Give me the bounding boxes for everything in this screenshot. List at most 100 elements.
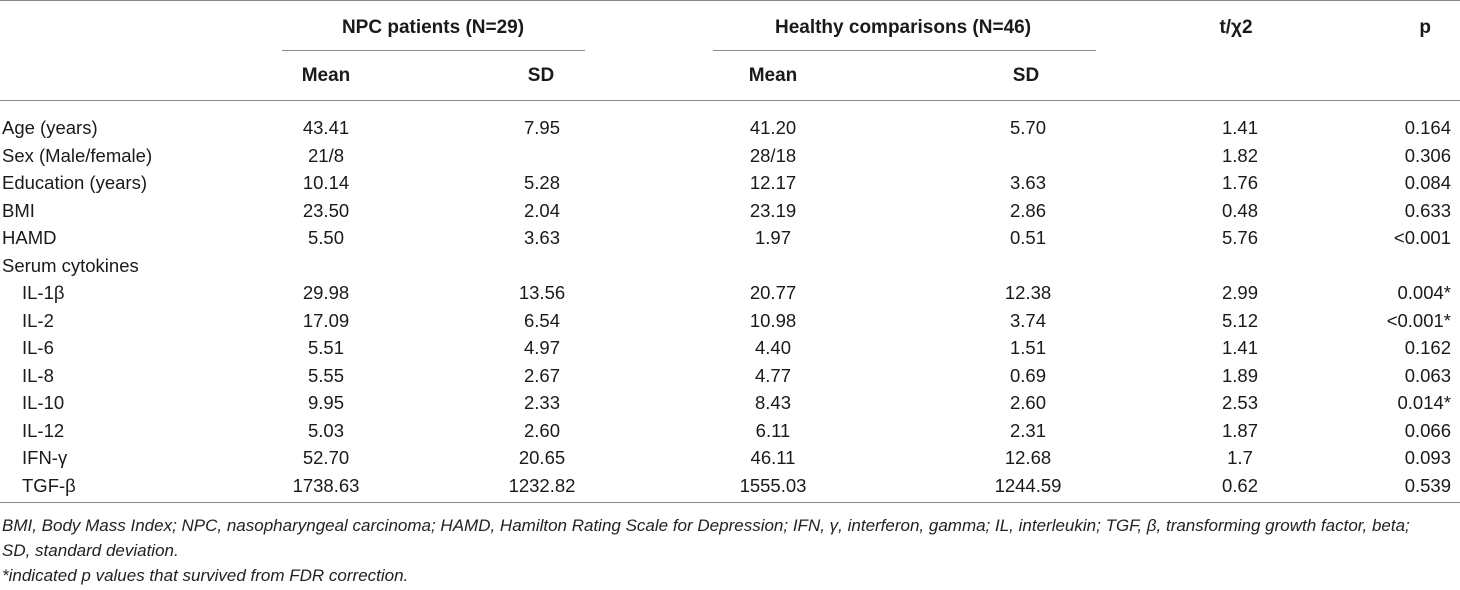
- npc-mean-cell: 1738.63: [292, 474, 360, 496]
- npc-sd-cell: 2.60: [523, 419, 561, 441]
- p-value-cell: 0.084: [1404, 172, 1451, 193]
- npc-mean-cell: 21/8: [307, 144, 345, 166]
- t-stat-cell: 5.76: [1221, 227, 1259, 248]
- row-label: IL-12: [22, 419, 65, 441]
- hc-mean-cell: 4.40: [754, 337, 792, 358]
- row-label: IL-6: [22, 337, 54, 358]
- t-stat-cell: 1.82: [1221, 144, 1259, 166]
- t-stat-cell: 0.48: [1221, 199, 1259, 221]
- table-row: IL-12 5.03 2.60 6.11 2.31 1.87 0.066: [0, 417, 1460, 444]
- npc-mean-cell: 23.50: [302, 199, 350, 221]
- header-bottom-rule: [0, 100, 1460, 101]
- p-value-cell: <0.001*: [1386, 309, 1451, 331]
- table-row: Education (years) 10.14 5.28 12.17 3.63 1.76 0…: [0, 169, 1460, 196]
- table-bottom-rule: [0, 502, 1460, 503]
- table-top-rule: [0, 0, 1460, 1]
- hc-sd-cell: 2.31: [1009, 419, 1047, 441]
- hc-sd-cell: 0.51: [1009, 227, 1047, 248]
- npc-sd-cell: 5.28: [523, 172, 561, 193]
- abbreviations-footnote-line2: SD, standard deviation.: [2, 541, 179, 560]
- npc-sd-cell: 4.97: [523, 337, 561, 358]
- stat-column-header: t/χ2: [1219, 17, 1253, 38]
- fdr-footnote: *indicated p values that survived from F…: [2, 566, 409, 585]
- row-label: IL-10: [22, 392, 65, 413]
- table-row: IL-6 5.51 4.97 4.40 1.51 1.41 0.162: [0, 334, 1460, 361]
- hc-sd-cell: 12.68: [1004, 447, 1052, 468]
- npc-sd-cell: 2.33: [523, 392, 561, 413]
- table-row: Serum cytokines: [0, 252, 1460, 279]
- table-row: TGF-β 1738.63 1232.82 1555.03 1244.59 0.62 0.5…: [0, 472, 1460, 499]
- hc-mean-cell: 28/18: [749, 144, 797, 166]
- hc-sd-cell: 3.74: [1009, 309, 1047, 331]
- npc-group-header: NPC patients (N=29): [341, 17, 525, 38]
- hc-mean-cell: 6.11: [755, 419, 791, 441]
- hc-sd-header: SD: [1012, 65, 1040, 86]
- t-stat-cell: 1.76: [1221, 172, 1259, 193]
- hc-mean-cell: 12.17: [749, 172, 797, 193]
- p-value-cell: 0.014*: [1397, 392, 1452, 413]
- row-label: IL-1β: [22, 282, 65, 303]
- hc-mean-cell: 46.11: [750, 447, 796, 468]
- npc-sd-cell: 2.67: [523, 364, 561, 386]
- hc-sd-cell: 1244.59: [994, 474, 1062, 496]
- p-value-cell: 0.164: [1404, 117, 1451, 138]
- p-value-cell: 0.306: [1404, 144, 1451, 166]
- p-column-header: p: [1419, 17, 1431, 38]
- t-stat-cell: 2.53: [1221, 392, 1259, 413]
- hc-sd-cell: 12.38: [1004, 282, 1052, 303]
- npc-mean-cell: 9.95: [307, 392, 345, 413]
- p-value-cell: 0.093: [1404, 447, 1451, 468]
- hc-sd-cell: 2.60: [1009, 392, 1047, 413]
- p-value-cell: 0.162: [1404, 337, 1451, 358]
- table-row: HAMD 5.50 3.63 1.97 0.51 5.76 <0.001: [0, 224, 1460, 251]
- table-row: Sex (Male/female) 21/8 28/18 1.82 0.306: [0, 142, 1460, 169]
- hc-sd-cell: 1.51: [1009, 337, 1047, 358]
- p-value-cell: 0.066: [1404, 419, 1451, 441]
- npc-group-rule: [282, 50, 585, 51]
- t-stat-cell: 1.41: [1221, 337, 1259, 358]
- t-stat-cell: 1.7: [1227, 447, 1253, 468]
- row-label: HAMD: [2, 227, 57, 248]
- npc-mean-header: Mean: [301, 65, 351, 86]
- hc-sd-cell: 3.63: [1009, 172, 1047, 193]
- row-label: TGF-β: [22, 474, 76, 496]
- table-row: Age (years) 43.41 7.95 41.20 5.70 1.41 0.164: [0, 114, 1460, 141]
- npc-sd-cell: 1232.82: [508, 474, 576, 496]
- npc-mean-cell: 5.55: [307, 364, 345, 386]
- t-stat-cell: 1.89: [1221, 364, 1259, 386]
- npc-mean-cell: 5.51: [307, 337, 345, 358]
- hc-mean-cell: 20.77: [749, 282, 797, 303]
- hc-mean-cell: 23.19: [749, 199, 797, 221]
- hc-mean-cell: 1.97: [754, 227, 792, 248]
- table-row: IL-2 17.09 6.54 10.98 3.74 5.12 <0.001*: [0, 307, 1460, 334]
- t-stat-cell: 0.62: [1221, 474, 1259, 496]
- healthy-group-rule: [713, 50, 1096, 51]
- npc-sd-cell: 13.56: [518, 282, 566, 303]
- row-label: IFN-γ: [22, 447, 68, 468]
- abbreviations-footnote-line1: BMI, Body Mass Index; NPC, nasopharyngea…: [2, 516, 1410, 535]
- hc-mean-cell: 1555.03: [739, 474, 807, 496]
- hc-mean-cell: 4.77: [754, 364, 792, 386]
- hc-sd-cell: 2.86: [1009, 199, 1047, 221]
- npc-sd-cell: 20.65: [518, 447, 566, 468]
- p-value-cell: 0.004*: [1397, 282, 1452, 303]
- npc-mean-cell: 17.09: [302, 309, 350, 331]
- table-row: IL-8 5.55 2.67 4.77 0.69 1.89 0.063: [0, 362, 1460, 389]
- row-label: Education (years): [2, 172, 147, 193]
- hc-sd-cell: 5.70: [1009, 117, 1047, 138]
- hc-sd-cell: 0.69: [1009, 364, 1047, 386]
- hc-mean-cell: 8.43: [754, 392, 792, 413]
- t-stat-cell: 1.41: [1221, 117, 1259, 138]
- hc-mean-cell: 41.20: [749, 117, 797, 138]
- npc-sd-cell: 3.63: [523, 227, 561, 248]
- table-row: BMI 23.50 2.04 23.19 2.86 0.48 0.633: [0, 197, 1460, 224]
- npc-mean-cell: 29.98: [302, 282, 350, 303]
- npc-mean-cell: 43.41: [302, 117, 350, 138]
- row-label: BMI: [2, 199, 35, 221]
- row-label: IL-8: [22, 364, 54, 386]
- npc-sd-cell: 6.54: [523, 309, 561, 331]
- npc-mean-cell: 10.14: [302, 172, 350, 193]
- p-value-cell: 0.063: [1404, 364, 1451, 386]
- table-row: IL-10 9.95 2.33 8.43 2.60 2.53 0.014*: [0, 389, 1460, 416]
- t-stat-cell: 2.99: [1221, 282, 1259, 303]
